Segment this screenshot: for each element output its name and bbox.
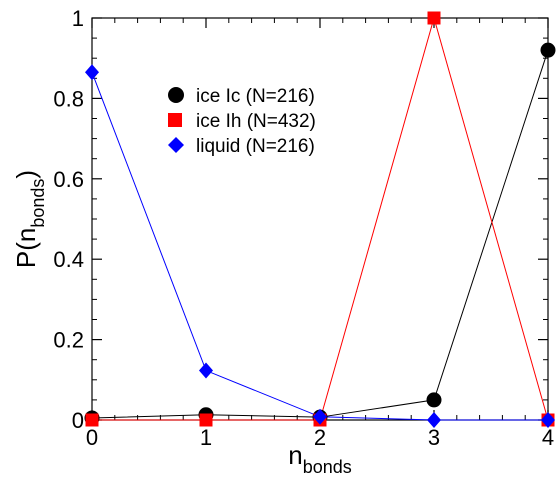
y-axis-title-sub: bonds xyxy=(28,179,48,228)
x-tick-label: 4 xyxy=(542,425,554,450)
x-tick-label: 0 xyxy=(86,425,98,450)
data-point-diamond xyxy=(541,412,555,428)
plot-area xyxy=(91,17,549,421)
series-line-0 xyxy=(91,50,549,419)
x-tick-label: 2 xyxy=(314,425,326,450)
data-point-circle xyxy=(540,42,556,58)
legend-label-ice-ic: ice Ic (N=216) xyxy=(196,86,315,107)
series-layer xyxy=(84,11,556,428)
x-tick-label: 1 xyxy=(200,425,212,450)
ticks-layer: 0 1 2 3 4 0 0.2 0.4 0.6 0.8 1 xyxy=(53,6,554,450)
y-axis-title-prefix: P(n xyxy=(11,228,41,268)
legend-item-liquid: liquid (N=216) xyxy=(168,136,315,157)
data-point-diamond xyxy=(85,64,99,81)
y-axis-title-suffix: ) xyxy=(11,170,41,179)
x-tick-label: 3 xyxy=(428,425,440,450)
data-point-diamond xyxy=(427,412,441,428)
data-point-diamond xyxy=(199,362,213,379)
y-tick-label: 0.4 xyxy=(53,247,84,272)
x-axis-title-sub: bonds xyxy=(303,457,352,477)
x-axis-title: nbonds xyxy=(288,440,352,477)
legend-marker-liquid xyxy=(168,137,184,153)
legend-item-ice-ih: ice Ih (N=432) xyxy=(168,111,316,132)
data-point-diamond xyxy=(313,408,327,425)
data-point-square xyxy=(427,11,441,25)
legend-marker-ice-ih xyxy=(168,113,182,127)
data-point-square xyxy=(85,413,99,427)
x-axis-title-main: n xyxy=(288,440,302,470)
data-point-square xyxy=(199,413,213,427)
legend-item-ice-ic: ice Ic (N=216) xyxy=(168,86,315,107)
series-line-2 xyxy=(91,72,548,421)
y-tick-label: 0.2 xyxy=(53,328,84,353)
data-point-circle xyxy=(426,392,442,408)
y-tick-label: 1 xyxy=(72,6,84,31)
legend-label-liquid: liquid (N=216) xyxy=(196,136,315,157)
y-tick-label: 0.8 xyxy=(53,86,84,111)
legend-marker-ice-ic xyxy=(168,87,184,103)
y-tick-label: 0.6 xyxy=(53,167,84,192)
series-line-1 xyxy=(92,16,549,421)
legend: ice Ic (N=216) ice Ih (N=432) liquid (N=… xyxy=(168,86,316,157)
y-tick-label: 0 xyxy=(72,408,84,433)
y-axis-title: P(nbonds) xyxy=(11,170,48,268)
legend-label-ice-ih: ice Ih (N=432) xyxy=(196,111,316,132)
